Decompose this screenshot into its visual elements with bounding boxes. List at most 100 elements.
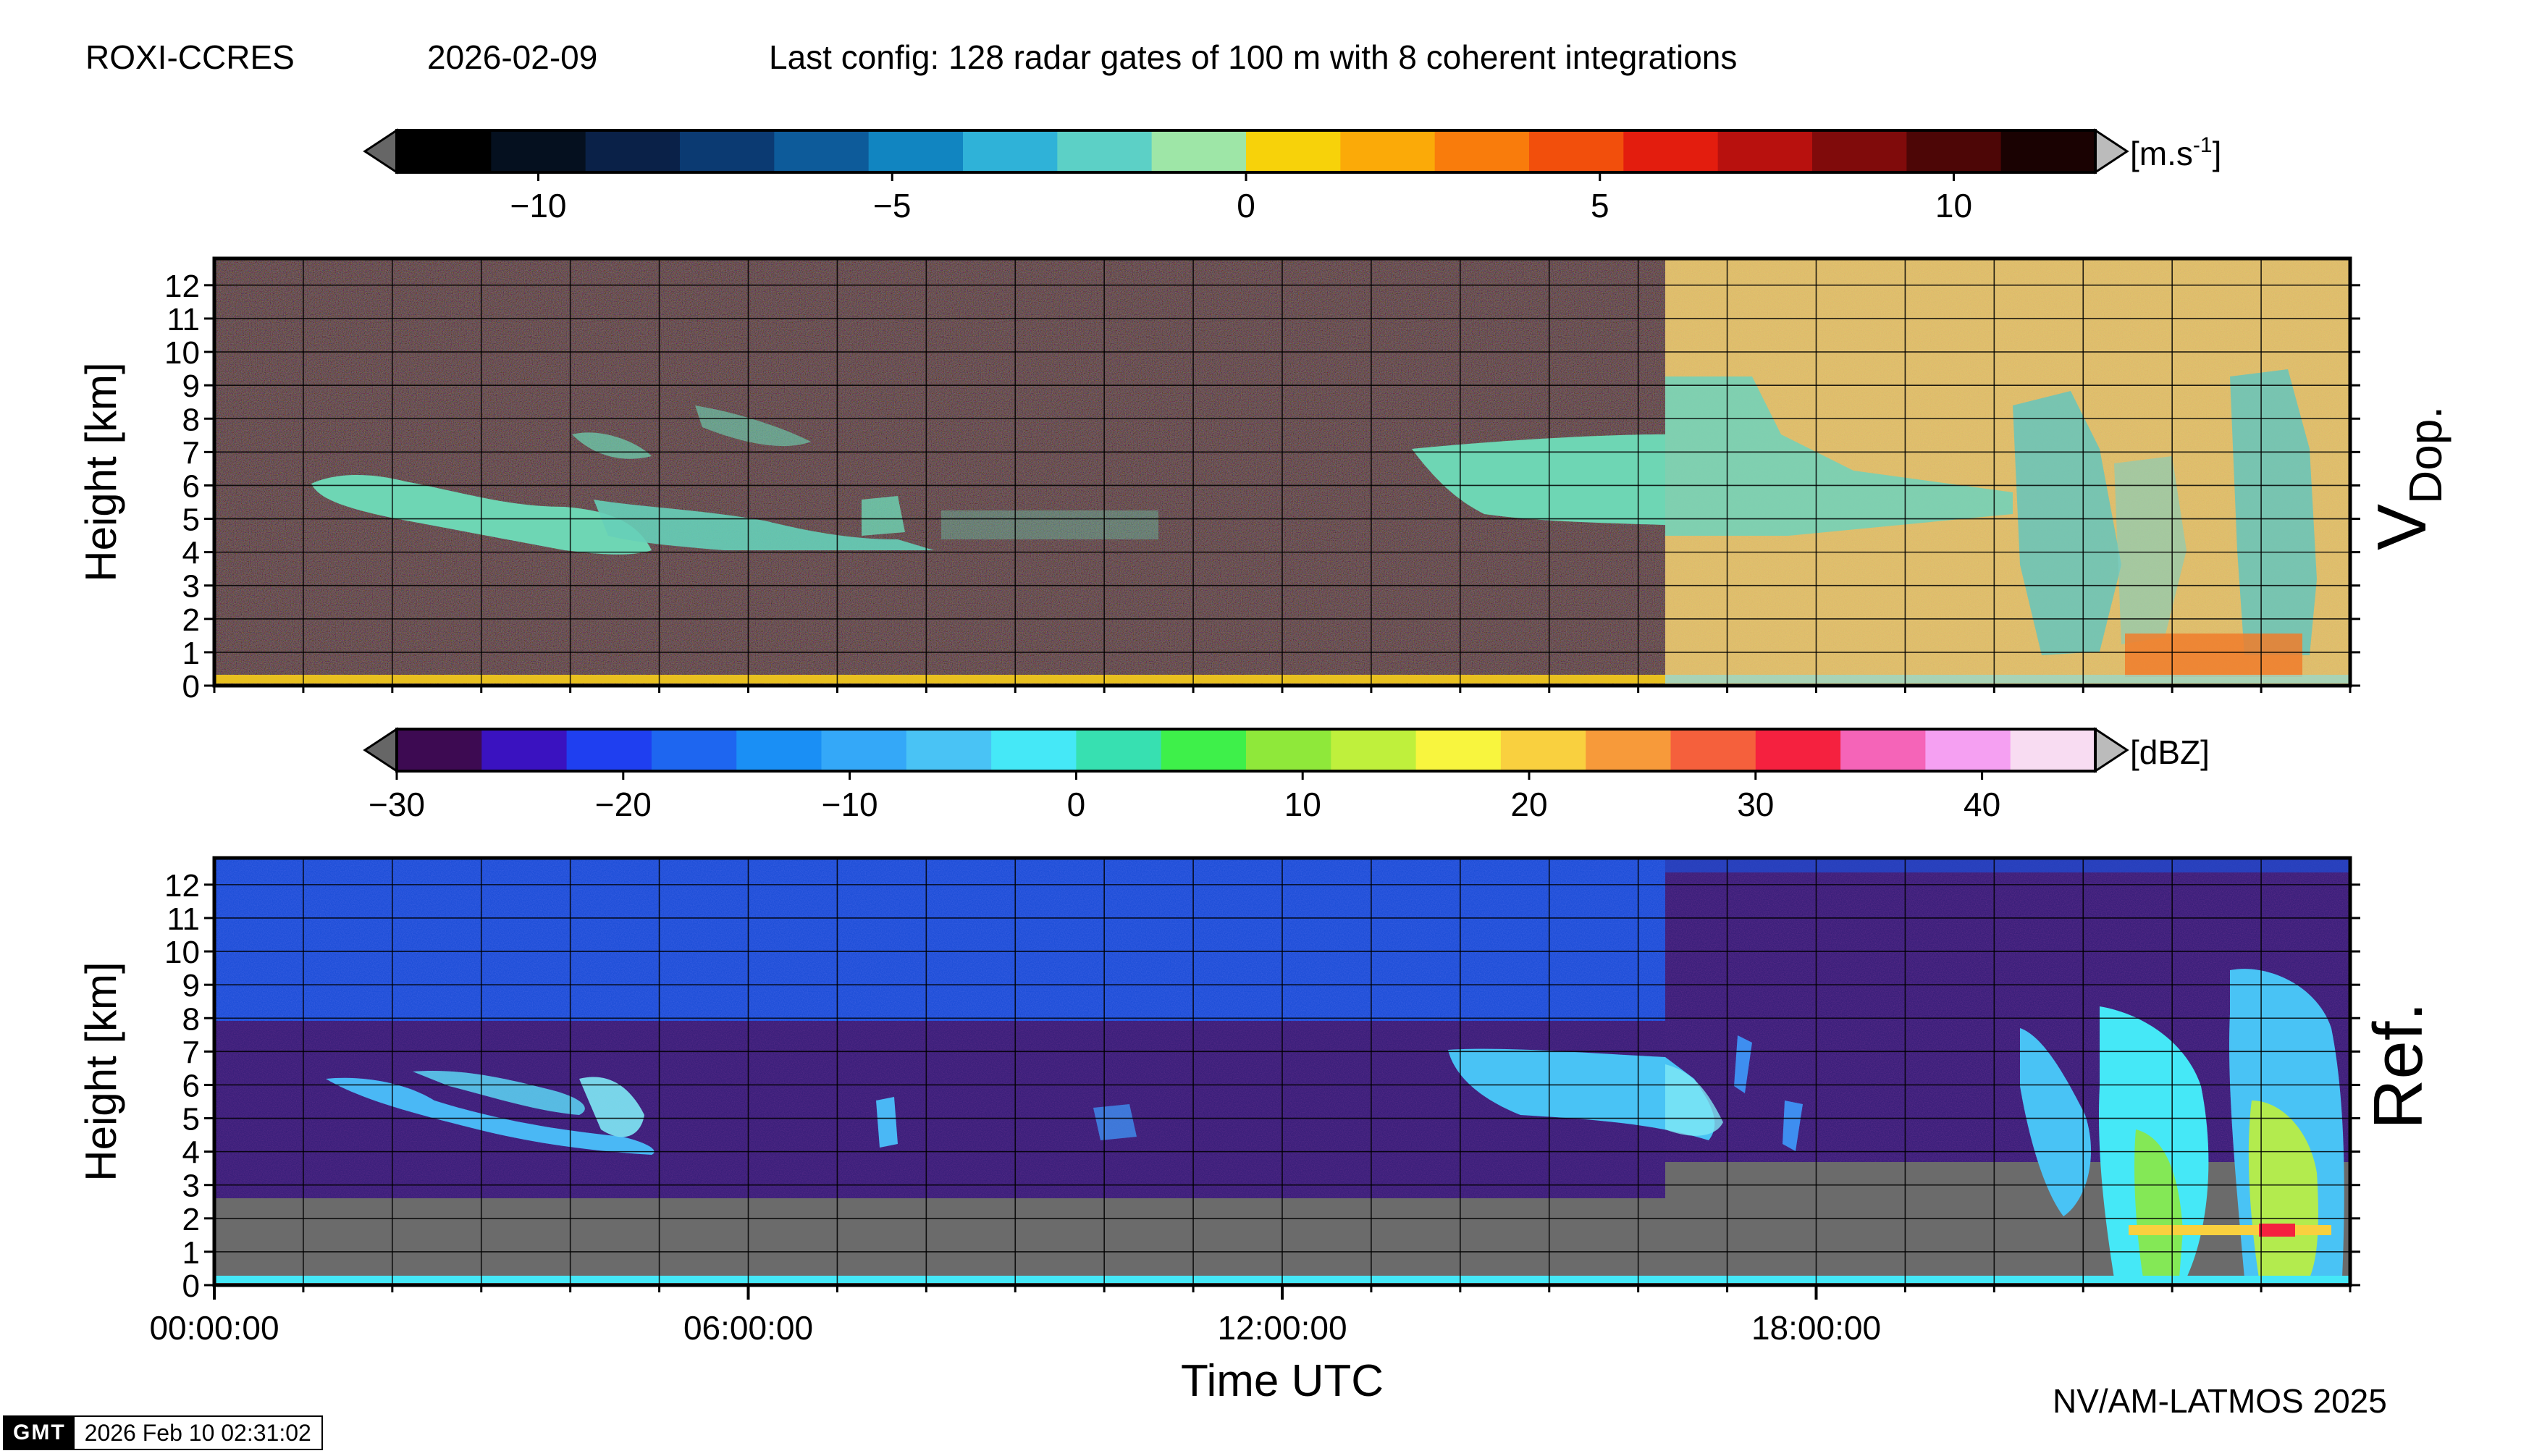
velocity-cloud-patch-3	[862, 496, 905, 536]
velocity-cloud-patch-2	[695, 405, 811, 447]
reflectivity-cloud-3	[579, 1077, 644, 1137]
velocity-ytick-label: 4	[182, 536, 200, 571]
velocity-ytick-label: 12	[164, 269, 200, 304]
velocity-colorbar-swatch	[1434, 130, 1530, 172]
velocity-ytick-label: 1	[182, 636, 200, 671]
reflectivity-cloud-2	[413, 1071, 585, 1115]
site-name: ROXI-CCRES	[85, 38, 295, 76]
velocity-colorbar-swatch	[1057, 130, 1153, 172]
reflectivity-ytick-label: 9	[182, 968, 200, 1003]
time-tick-label: 18:00:00	[1751, 1309, 1881, 1347]
gmt-logo: GMT	[4, 1417, 75, 1449]
reflectivity-ytick-label: 5	[182, 1102, 200, 1137]
velocity-ytick-label: 11	[167, 302, 200, 337]
reflectivity-storm-core-2	[2134, 1129, 2183, 1278]
velocity-cloud-layer-3	[1412, 434, 1665, 525]
velocity-precip-band-2	[2230, 369, 2317, 655]
reflectivity-x-axis: 00:00:00 06:00:00 12:00:00 18:00:00	[149, 1285, 1881, 1347]
reflectivity-ytick-label: 4	[182, 1135, 200, 1171]
reflectivity-colorbar-swatch	[1840, 729, 1926, 771]
velocity-colorbar-swatch	[1717, 130, 1813, 172]
reflectivity-colorbar-swatch	[1076, 729, 1162, 771]
velocity-precip-band-3	[2114, 456, 2187, 644]
reflectivity-colorbar-tick-label: −20	[595, 786, 652, 823]
reflectivity-colorbar-low-arrow	[363, 727, 398, 773]
velocity-ground-strip	[214, 675, 1665, 683]
reflectivity-colorbar-swatch	[906, 729, 992, 771]
reflectivity-colorbar-swatch	[1415, 729, 1502, 771]
reflectivity-unit: [dBZ]	[2130, 733, 2210, 771]
reflectivity-colorbar-swatch	[397, 729, 482, 771]
velocity-unit: [m.s-1]	[2130, 133, 2221, 172]
velocity-ytick-label: 6	[182, 468, 200, 504]
reflectivity-cloud-5	[1093, 1104, 1137, 1140]
velocity-colorbar-swatch	[963, 130, 1058, 172]
reflectivity-colorbar-swatch	[991, 729, 1077, 771]
date-label: 2026-02-09	[427, 38, 598, 76]
reflectivity-cloud-6	[1448, 1048, 1715, 1140]
velocity-ytick-label: 2	[182, 602, 200, 638]
velocity-colorbar-swatch	[1623, 130, 1719, 172]
time-tick-label: 06:00:00	[683, 1309, 813, 1347]
velocity-colorbar-swatch	[774, 130, 870, 172]
velocity-ytick-label: 5	[182, 502, 200, 538]
reflectivity-r2-top	[1665, 858, 2350, 872]
reflectivity-ytick-label: 2	[182, 1202, 200, 1237]
velocity-noise-texture	[214, 258, 1665, 686]
reflectivity-ytick-label: 6	[182, 1068, 200, 1103]
reflectivity-colorbar-swatch	[821, 729, 907, 771]
reflectivity-colorbar-swatch	[1246, 729, 1331, 771]
reflectivity-colorbar-tick-label: 20	[1510, 786, 1547, 823]
reflectivity-colorbar-tick-label: 10	[1284, 786, 1321, 823]
velocity-colorbar-high-arrow	[2094, 128, 2129, 174]
reflectivity-ylabel: Height [km]	[77, 961, 125, 1181]
velocity-colorbar-tick-label: 10	[1935, 187, 1972, 224]
velocity-ytick-label: 7	[182, 435, 200, 471]
velocity-colorbar-ticks: −10 −5 0 5 10	[510, 172, 1972, 224]
velocity-ytick-label: 10	[164, 335, 200, 371]
time-tick-label: 12:00:00	[1217, 1309, 1347, 1347]
time-tick-label: 00:00:00	[149, 1309, 279, 1347]
reflectivity-colorbar-swatch	[1755, 729, 1841, 771]
reflectivity-colorbar-swatch	[566, 729, 652, 771]
config-label: Last config: 128 radar gates of 100 m wi…	[769, 38, 1738, 76]
reflectivity-upper-texture	[214, 858, 1665, 1024]
reflectivity-colorbar-tick-label: 0	[1067, 786, 1086, 823]
reflectivity-colorbar-tick-label: −10	[822, 786, 878, 823]
reflectivity-cloud-1	[326, 1077, 655, 1155]
reflectivity-colorbar-tick-label: −30	[369, 786, 425, 823]
velocity-colorbar-tick-label: 0	[1237, 187, 1255, 224]
velocity-cloud-layer-2	[594, 500, 934, 550]
reflectivity-ytick-label: 10	[164, 935, 200, 970]
reflectivity-colorbar-swatch	[651, 729, 737, 771]
velocity-colorbar-swatch	[397, 130, 492, 172]
velocity-colorbar-tick-label: 5	[1591, 187, 1609, 224]
reflectivity-cloud-9	[1783, 1101, 1803, 1151]
reflectivity-panel-label: Ref.	[2360, 1002, 2437, 1129]
reflectivity-colorbar	[363, 727, 2129, 773]
reflectivity-colorbar-swatch	[1925, 729, 2011, 771]
reflectivity-storm-1	[2020, 1028, 2092, 1216]
reflectivity-ytick-label: 12	[164, 868, 200, 904]
velocity-colorbar-low-arrow	[363, 128, 398, 174]
reflectivity-cloud-4	[876, 1097, 898, 1148]
reflectivity-colorbar-swatch	[1500, 729, 1586, 771]
velocity-colorbar-swatch	[1340, 130, 1436, 172]
reflectivity-melting-layer	[2129, 1225, 2331, 1235]
reflectivity-melting-peak	[2259, 1224, 2295, 1237]
reflectivity-colorbar-swatch	[1670, 729, 1756, 771]
reflectivity-colorbar-swatch	[1161, 729, 1247, 771]
gmt-timestamp: GMT 2026 Feb 10 02:31:02	[3, 1415, 323, 1450]
velocity-colorbar-swatch	[1151, 130, 1247, 172]
velocity-colorbar-tick-label: −5	[873, 187, 911, 224]
velocity-colorbar-swatch	[1906, 130, 2002, 172]
velocity-ylabel: Height [km]	[77, 362, 125, 581]
reflectivity-ytick-label: 7	[182, 1035, 200, 1070]
velocity-colorbar-swatch	[491, 130, 586, 172]
velocity-precip-band-1	[2013, 391, 2121, 655]
velocity-cloud-layer-4	[1665, 376, 2013, 536]
reflectivity-colorbar-swatch	[481, 729, 568, 771]
reflectivity-colorbar-outline	[395, 728, 2097, 773]
